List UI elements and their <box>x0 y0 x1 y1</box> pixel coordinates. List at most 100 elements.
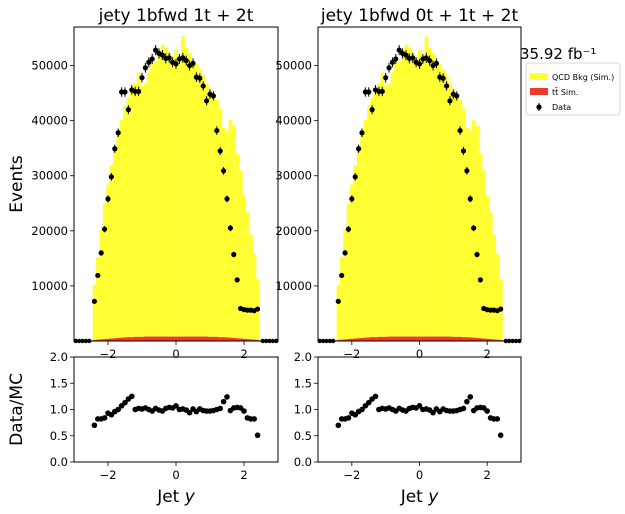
qcd-bar <box>140 86 145 337</box>
data-point <box>153 47 159 53</box>
data-point <box>366 89 372 95</box>
y-tick-label: 2.0 <box>50 350 68 364</box>
ttbar-bar <box>218 337 223 341</box>
qcd-bar <box>336 284 341 340</box>
data-point <box>389 59 396 65</box>
qcd-bar <box>444 74 449 337</box>
ttbar-bar <box>181 336 185 341</box>
ratio-point <box>220 398 227 405</box>
x-tick-label: −2 <box>100 468 117 482</box>
qcd-bar <box>242 195 247 339</box>
x-axis-label-var: y <box>184 487 196 507</box>
ttbar-bar <box>136 336 141 341</box>
ttbar-bar <box>228 337 233 341</box>
qcd-bar <box>468 130 473 338</box>
ttbar-bar <box>150 336 155 341</box>
data-point <box>200 83 206 89</box>
qcd-bar <box>451 88 456 337</box>
ttbar-bar <box>221 337 226 341</box>
data-point <box>221 168 227 174</box>
ratio-point <box>224 394 230 400</box>
qcd-bar <box>390 72 395 337</box>
data-point <box>102 226 108 232</box>
data-point <box>234 277 240 283</box>
y-tick-label: 40000 <box>275 114 312 128</box>
qcd-bar <box>99 229 104 340</box>
qcd-bar <box>434 61 439 337</box>
ratio-point <box>467 394 474 400</box>
x-axis-label: Jet y <box>156 487 196 507</box>
data-point <box>217 148 223 154</box>
x-axis-label-text: Jet <box>156 487 185 507</box>
data-point <box>231 251 237 258</box>
ttbar-bar <box>109 338 114 341</box>
qcd-bar <box>373 92 378 338</box>
ttbar-bar <box>191 336 196 341</box>
data-point <box>403 52 409 58</box>
ttbar-bar <box>383 336 388 341</box>
ttbar-bar <box>99 339 104 341</box>
ttbar-bar <box>204 336 209 341</box>
qcd-bar <box>102 204 107 340</box>
ttbar-bar <box>160 336 165 341</box>
y-axis-label: Events <box>7 155 27 213</box>
qcd-bar <box>174 50 179 337</box>
ttbar-bar <box>143 336 148 341</box>
data-point <box>108 174 114 180</box>
data-point <box>474 251 480 258</box>
qcd-bar <box>164 47 168 337</box>
ttbar-bar <box>356 338 361 341</box>
qcd-bar <box>245 212 250 340</box>
qcd-bar <box>215 99 219 337</box>
data-point <box>454 93 460 99</box>
ttbar-bar <box>438 336 442 341</box>
x-axis-label: Jet y <box>400 487 440 507</box>
y-tick-label: 0.5 <box>294 429 312 443</box>
ttbar-bar <box>434 336 439 341</box>
qcd-bar <box>109 164 114 339</box>
ttbar-bar <box>444 336 449 341</box>
ttbar-bar <box>201 336 206 341</box>
legend: QCD Bkg (Sim.) tt̄ Sim. Data <box>525 62 621 116</box>
ttbar-bar <box>468 337 473 341</box>
ttbar-bar <box>441 336 446 341</box>
data-point <box>471 225 477 231</box>
ttbar-bar <box>194 336 199 341</box>
ratio-point <box>460 405 467 412</box>
ttbar-bar <box>153 336 158 341</box>
qcd-bar <box>191 61 196 337</box>
qcd-bar <box>407 47 412 337</box>
qcd-bar <box>143 83 148 337</box>
ratio-point <box>365 399 372 406</box>
data-point <box>443 83 450 89</box>
ttbar-bar <box>411 336 415 341</box>
qcd-bar <box>153 61 158 337</box>
legend-label: tt̄ Sim. <box>552 87 578 97</box>
y-tick-label: 50000 <box>31 59 68 73</box>
ttbar-bar <box>198 336 202 341</box>
data-point <box>197 75 203 81</box>
qcd-bar <box>495 254 500 340</box>
ttbar-bar <box>96 339 100 341</box>
ratio-point <box>254 432 261 439</box>
ttbar-bar <box>407 336 412 341</box>
y-tick-label: 20000 <box>275 224 312 238</box>
x-tick-label: 0 <box>172 347 179 361</box>
data-point <box>416 61 423 67</box>
data-point <box>352 174 358 180</box>
qcd-bar <box>377 83 381 337</box>
ttbar-bar <box>387 336 392 341</box>
qcd-bar <box>455 94 459 337</box>
ttbar-bar <box>238 338 243 341</box>
y-tick-label: 0.0 <box>50 455 68 469</box>
data-point <box>224 196 230 202</box>
x-tick-label: 2 <box>484 347 491 361</box>
ratio-point <box>251 416 257 422</box>
data-point <box>349 196 355 202</box>
ttbar-bar <box>482 338 486 341</box>
ratio-point <box>115 406 121 413</box>
qcd-bar <box>198 69 202 337</box>
qcd-bar <box>130 92 134 338</box>
ttbar-bar <box>400 336 405 341</box>
